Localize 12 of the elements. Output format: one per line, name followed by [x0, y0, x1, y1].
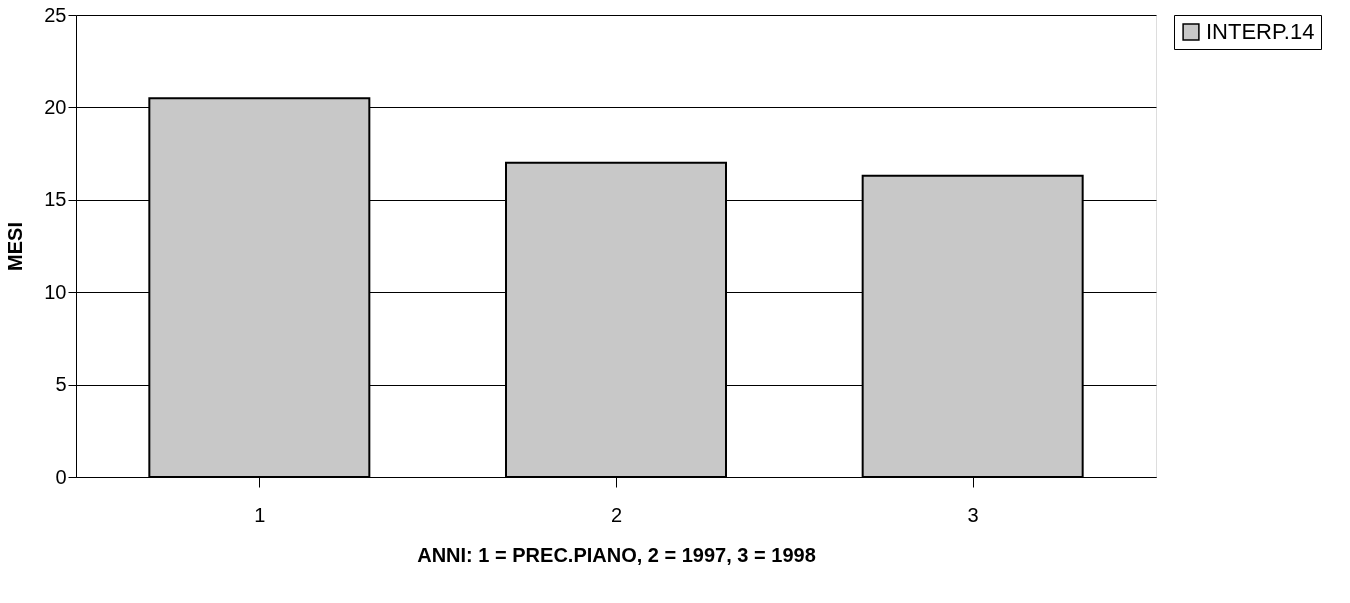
- y-tick-label: 20: [44, 95, 67, 118]
- y-tick-label: 5: [55, 373, 67, 396]
- y-tick-label: 0: [55, 465, 67, 488]
- y-tick-label: 10: [44, 280, 67, 303]
- legend-label: INTERP.14: [1206, 19, 1315, 44]
- y-tick-label: 15: [44, 188, 67, 211]
- y-tick-label: 25: [44, 3, 67, 26]
- x-tick-label: 1: [254, 503, 266, 526]
- x-tick-label: 2: [610, 503, 623, 526]
- x-tick-label: 3: [967, 503, 979, 526]
- x-axis-title: ANNI: 1 = PREC.PIANO, 2 = 1997, 3 = 1998: [417, 543, 816, 566]
- y-axis-title: MESI: [4, 222, 27, 271]
